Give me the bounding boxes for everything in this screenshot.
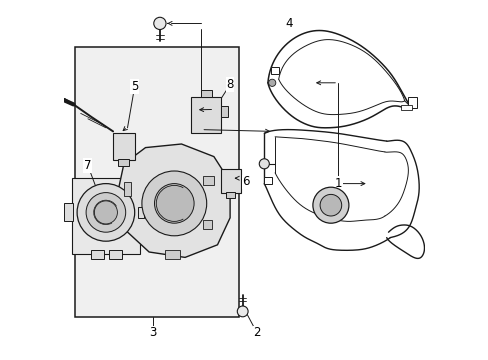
- Text: 6: 6: [242, 175, 249, 188]
- Circle shape: [268, 79, 275, 86]
- Bar: [138, 207, 143, 218]
- Bar: [165, 250, 179, 259]
- Circle shape: [77, 184, 134, 241]
- Text: 4: 4: [285, 17, 293, 30]
- Bar: [91, 250, 104, 259]
- Circle shape: [86, 193, 125, 232]
- Bar: [225, 192, 234, 198]
- Text: 2: 2: [253, 327, 260, 339]
- Text: 8: 8: [226, 78, 233, 91]
- Bar: [123, 182, 131, 196]
- Bar: [271, 67, 279, 74]
- Circle shape: [259, 159, 269, 169]
- Bar: [203, 220, 212, 229]
- Text: 7: 7: [84, 159, 91, 172]
- Bar: [221, 169, 241, 193]
- Bar: [407, 97, 416, 108]
- Bar: [201, 90, 212, 97]
- Bar: [109, 250, 122, 259]
- Circle shape: [237, 306, 247, 317]
- Circle shape: [154, 184, 194, 223]
- Bar: [190, 97, 221, 133]
- Bar: [203, 176, 213, 185]
- Bar: [118, 159, 129, 166]
- Circle shape: [320, 194, 341, 216]
- Text: 5: 5: [131, 80, 138, 93]
- Bar: [64, 203, 73, 221]
- Bar: [400, 105, 411, 110]
- Circle shape: [312, 187, 348, 223]
- Polygon shape: [118, 144, 230, 257]
- Circle shape: [94, 201, 117, 224]
- Text: 1: 1: [334, 177, 341, 190]
- Text: 3: 3: [149, 327, 156, 339]
- Bar: [75, 47, 239, 317]
- Bar: [113, 133, 134, 160]
- Circle shape: [142, 171, 206, 236]
- Bar: [72, 178, 140, 254]
- Circle shape: [153, 17, 166, 30]
- Bar: [221, 106, 227, 117]
- Bar: [263, 177, 271, 184]
